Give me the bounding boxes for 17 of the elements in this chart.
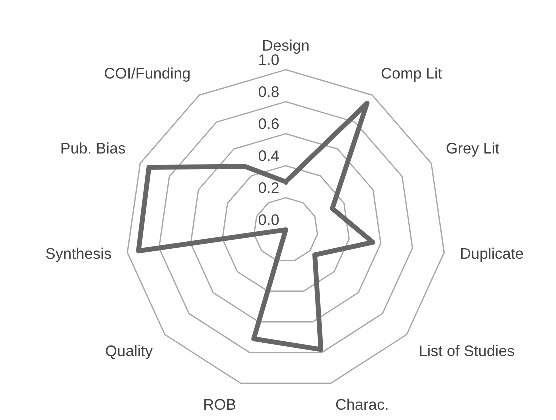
spoke-label: Grey Lit: [446, 142, 500, 157]
y-tick-label: 0.0: [258, 214, 280, 226]
y-tick-label: 0.6: [258, 118, 279, 130]
spoke-label: Pub. Bias: [62, 142, 126, 154]
y-tick-label: 0.2: [258, 182, 279, 194]
spoke-label: ROB: [204, 399, 236, 410]
y-tick-label: 1.0: [260, 54, 280, 66]
spoke-label: Quality: [106, 345, 153, 360]
spoke-label: Comp Lit: [382, 68, 442, 82]
spoke-label: Charac.: [336, 398, 388, 410]
y-tick-label: 0.4: [258, 150, 280, 162]
spoke-label: Design: [263, 40, 309, 54]
y-tick-label: 0.8: [258, 86, 279, 98]
spoke-label: Duplicate: [461, 248, 524, 262]
spoke-label: COI/Funding: [105, 68, 190, 82]
spoke-label: List of Studies: [420, 345, 514, 356]
spoke-label: Synthesis: [46, 248, 112, 262]
